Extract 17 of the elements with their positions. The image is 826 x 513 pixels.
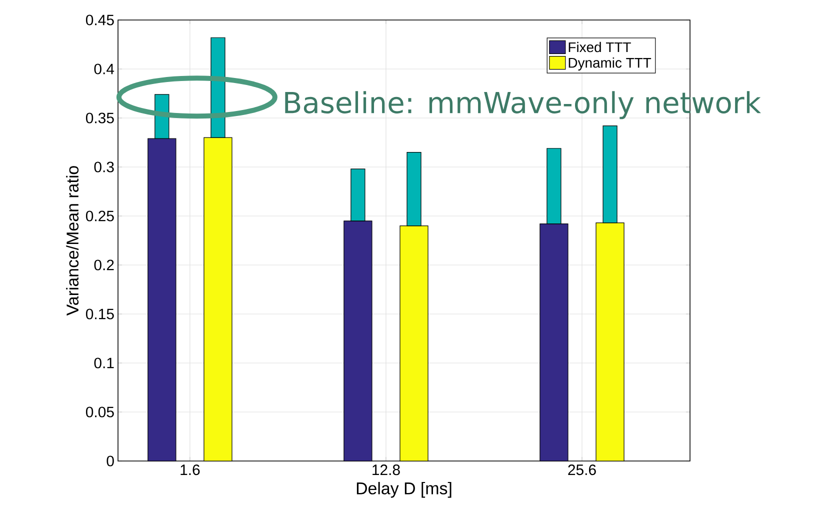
y-tick-label: 0.1 bbox=[94, 358, 114, 368]
y-tick-label: 0.4 bbox=[94, 64, 114, 74]
legend-label: Fixed TTT bbox=[568, 42, 631, 52]
legend-label: Dynamic TTT bbox=[568, 58, 652, 71]
x-tick-label: 1.6 bbox=[180, 464, 200, 476]
x-axis-title: Delay D [ms] bbox=[356, 482, 452, 498]
y-tick-label: 0.25 bbox=[86, 210, 114, 222]
y-tick-label: 0.05 bbox=[86, 406, 114, 418]
y-tick-label: 0.35 bbox=[86, 112, 114, 124]
y-tick-label: 0.3 bbox=[94, 162, 114, 172]
y-axis-title: Variance/Mean ratio bbox=[66, 166, 79, 316]
y-tick-label: 0.2 bbox=[94, 260, 114, 270]
x-tick-label: 25.6 bbox=[568, 464, 596, 476]
y-tick-label: 0.45 bbox=[86, 14, 114, 26]
x-tick-label: 12.8 bbox=[372, 464, 400, 476]
y-tick-label: 0 bbox=[106, 456, 114, 466]
y-tick-label: 0.15 bbox=[86, 308, 114, 320]
